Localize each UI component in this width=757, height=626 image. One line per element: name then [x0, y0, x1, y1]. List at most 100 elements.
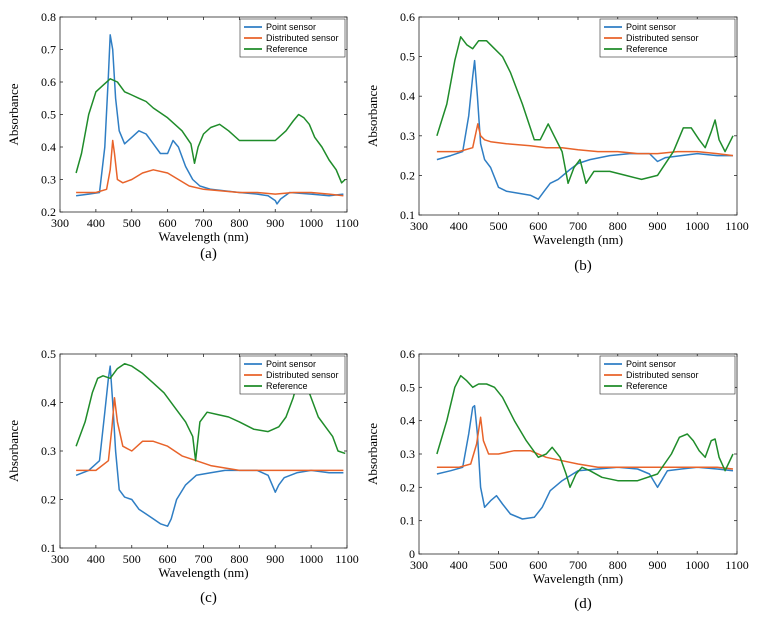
x-tick-label: 900: [649, 219, 667, 233]
x-tick-label: 1100: [725, 219, 749, 233]
x-tick-label: 500: [490, 219, 508, 233]
chart-panel: 300 400 500 600 700 800 900 1000 1100 0 0.1 0.2 0.3 0…: [365, 347, 749, 612]
x-tick-label: 800: [230, 552, 248, 566]
x-tick-label: 700: [569, 219, 587, 233]
series-line-point: [75, 34, 344, 205]
x-tick-label: 400: [87, 216, 105, 230]
series-line-distributed: [76, 396, 344, 472]
x-tick-label: 300: [410, 558, 428, 572]
series-line-point: [75, 365, 344, 527]
x-tick-label: 900: [266, 552, 284, 566]
x-tick-label: 700: [195, 216, 213, 230]
chart-panel: 300 400 500 600 700 800 900 1000 1100 0.2 0.3 0.4 0.…: [6, 10, 359, 262]
panel-label: (c): [200, 590, 217, 606]
y-tick-label: 0.6: [400, 10, 415, 24]
legend-label: Reference: [626, 381, 668, 391]
y-tick-label: 0.1: [400, 208, 415, 222]
x-tick-label: 1000: [299, 552, 323, 566]
x-tick-label: 900: [649, 558, 667, 572]
x-tick-label: 1100: [335, 216, 359, 230]
y-axis-label: Absorbance: [6, 83, 21, 145]
x-tick-label: 1000: [685, 558, 709, 572]
x-tick-label: 1000: [685, 219, 709, 233]
x-tick-label: 800: [609, 219, 627, 233]
panel-label: (d): [574, 596, 592, 612]
legend-label: Distributed sensor: [626, 33, 699, 43]
chart-panel: 300 400 500 600 700 800 900 1000 1100 0.1 0.2 0.3 0.…: [365, 10, 749, 274]
x-tick-label: 300: [410, 219, 428, 233]
chart-panel: 300 400 500 600 700 800 900 1000 1100 0.1 0.2 0.3 0.…: [6, 347, 359, 606]
y-tick-label: 0.4: [400, 89, 415, 103]
legend-box: [599, 355, 736, 395]
x-axis-label: Wavelength (nm): [533, 232, 623, 247]
x-axis-label: Wavelength (nm): [533, 571, 623, 586]
y-tick-label: 0.1: [400, 514, 415, 528]
panel-label: (b): [574, 258, 592, 274]
x-tick-label: 1100: [335, 552, 359, 566]
x-tick-label: 500: [123, 216, 141, 230]
series-line-distributed: [436, 416, 734, 470]
panel-label: (a): [200, 246, 217, 262]
y-axis-label: Absorbance: [365, 85, 380, 147]
x-tick-label: 700: [569, 558, 587, 572]
x-tick-label: 500: [123, 552, 141, 566]
series-line-distributed: [436, 123, 734, 157]
y-tick-label: 0.4: [41, 140, 56, 154]
x-tick-label: 600: [159, 216, 177, 230]
x-tick-label: 600: [159, 552, 177, 566]
y-tick-label: 0.5: [400, 50, 415, 64]
y-tick-label: 0.6: [41, 75, 56, 89]
legend-label: Reference: [266, 381, 308, 391]
legend-label: Point sensor: [626, 359, 676, 369]
y-tick-label: 0.8: [41, 10, 56, 24]
y-tick-label: 0.5: [400, 380, 415, 394]
y-tick-label: 0.2: [400, 168, 415, 182]
series-line-point: [436, 59, 733, 200]
y-axis-label: Absorbance: [365, 423, 380, 485]
x-tick-label: 400: [450, 558, 468, 572]
y-tick-label: 0.6: [400, 347, 415, 361]
x-tick-label: 1000: [299, 216, 323, 230]
series-line-reference: [436, 374, 734, 489]
legend-label: Distributed sensor: [626, 370, 699, 380]
y-tick-label: 0.7: [41, 43, 56, 57]
x-axis-label: Wavelength (nm): [158, 229, 248, 244]
series-line-reference: [75, 78, 346, 184]
y-tick-label: 0.3: [41, 444, 56, 458]
y-tick-label: 0.2: [400, 480, 415, 494]
x-tick-label: 600: [529, 219, 547, 233]
y-tick-label: 0.2: [41, 205, 56, 219]
y-tick-label: 0.2: [41, 493, 56, 507]
y-tick-label: 0.4: [400, 414, 415, 428]
x-tick-label: 300: [51, 552, 69, 566]
series-line-distributed: [76, 139, 344, 197]
x-tick-label: 600: [529, 558, 547, 572]
y-axis-label: Absorbance: [6, 420, 21, 482]
x-tick-label: 800: [230, 216, 248, 230]
x-axis-label: Wavelength (nm): [158, 565, 248, 580]
x-tick-label: 300: [51, 216, 69, 230]
legend-label: Distributed sensor: [266, 370, 339, 380]
x-tick-label: 800: [609, 558, 627, 572]
y-tick-label: 0.5: [41, 108, 56, 122]
legend-label: Reference: [266, 44, 308, 54]
x-tick-label: 900: [266, 216, 284, 230]
y-tick-label: 0.5: [41, 347, 56, 361]
y-tick-label: 0.1: [41, 541, 56, 555]
x-tick-label: 700: [195, 552, 213, 566]
y-tick-label: 0.4: [41, 396, 56, 410]
x-tick-label: 1100: [725, 558, 749, 572]
y-tick-label: 0.3: [41, 173, 56, 187]
legend-label: Point sensor: [626, 22, 676, 32]
series-line-point: [436, 404, 734, 520]
legend-box: [599, 18, 736, 58]
series-line-reference: [436, 36, 734, 185]
y-tick-label: 0: [409, 547, 415, 561]
y-tick-label: 0.3: [400, 129, 415, 143]
x-tick-label: 400: [87, 552, 105, 566]
legend-label: Point sensor: [266, 359, 316, 369]
legend-label: Reference: [626, 44, 668, 54]
